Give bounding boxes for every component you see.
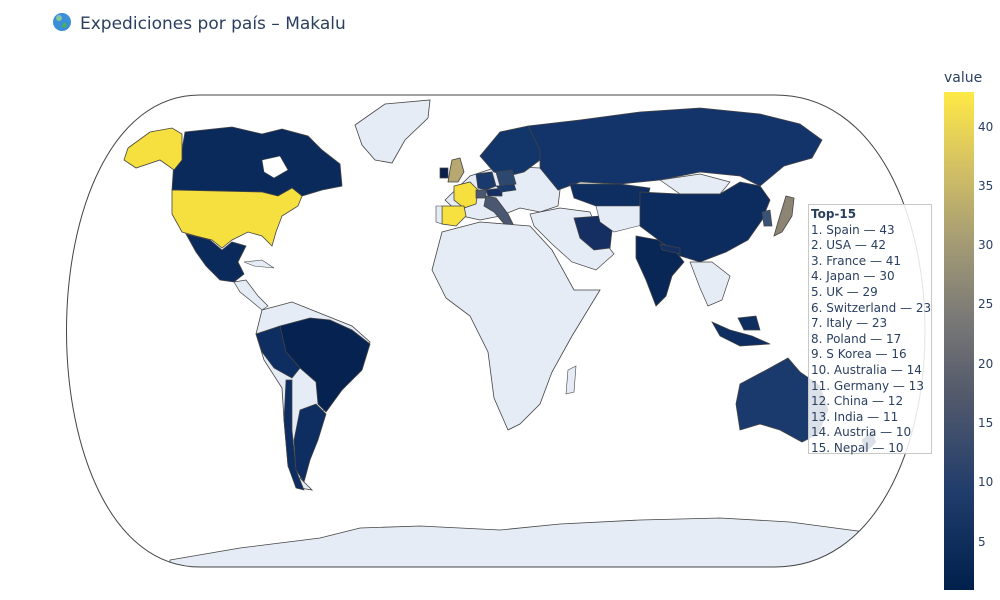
country-greenland[interactable] [354, 99, 431, 164]
country-usa[interactable] [171, 187, 303, 249]
country-peru[interactable] [255, 325, 301, 379]
annotation-item: 7. Italy — 23 [811, 316, 888, 331]
country-canada[interactable] [171, 126, 343, 197]
colorbar-tick-label: 20 [978, 356, 994, 371]
annotation-item: 11. Germany — 13 [811, 378, 924, 393]
annotation-item: 4. Japan — 30 [811, 269, 895, 284]
top15-annotation: Top-15 1. Spain — 43 2. USA — 42 3. France… [808, 204, 932, 457]
annotation-item: 12. China — 12 [811, 394, 904, 409]
annotation-item: 13. India — 11 [811, 409, 899, 424]
country-austria[interactable] [485, 187, 503, 197]
country-japan[interactable] [773, 195, 795, 237]
annotation-item: 15. Nepal — 10 [811, 440, 904, 455]
colorbar-tick-label: 30 [978, 238, 994, 253]
annotation-item: 10. Australia — 14 [811, 362, 922, 377]
annotation-item: 3. France — 41 [811, 253, 902, 268]
annotation-item: 6. Switzerland — 23 [811, 300, 932, 315]
country-germany[interactable] [475, 171, 497, 191]
country-chile[interactable] [283, 379, 305, 491]
annotation-item: 2. USA — 42 [811, 238, 886, 253]
continent-africa [431, 221, 601, 431]
country-mexico[interactable] [185, 233, 247, 283]
colorbar [944, 92, 974, 590]
country-ireland[interactable] [439, 167, 449, 179]
country-indonesia[interactable] [711, 315, 771, 347]
annotation-item: 5. UK — 29 [811, 284, 878, 299]
colorbar-tick-label: 25 [978, 297, 994, 312]
country-poland[interactable] [495, 169, 517, 187]
country-switzerland[interactable] [475, 189, 487, 199]
country-spain[interactable] [441, 205, 467, 227]
chart-title: Expediciones por país – Makalu [52, 12, 346, 36]
annotation-list: 1. Spain — 43 2. USA — 42 3. France — 41 4.… [811, 223, 931, 457]
country-s-korea[interactable] [761, 209, 773, 227]
annotation-item: 14. Austria — 10 [811, 425, 912, 440]
colorbar-tick-label: 15 [978, 416, 994, 430]
colorbar-tick-label: 10 [978, 475, 994, 490]
colorbar-tick-label: 40 [978, 119, 994, 134]
map-frame [66, 94, 926, 568]
map-land-layer [123, 99, 925, 567]
colorbar-title: value [944, 70, 983, 86]
annotation-title: Top-15 [811, 207, 857, 221]
colorbar-tick-label: 35 [978, 178, 994, 193]
annotation-item: 8. Poland — 17 [811, 331, 902, 346]
country-nepal[interactable] [659, 243, 681, 255]
country-france[interactable] [453, 181, 479, 209]
country-uk[interactable] [447, 157, 465, 183]
country-argentina[interactable] [293, 403, 327, 483]
colorbar-tick-label: 5 [978, 534, 986, 549]
globe-icon [52, 12, 72, 37]
country-usa-alaska[interactable] [123, 127, 183, 171]
annotation-item: 9. S Korea — 16 [811, 347, 907, 362]
chart-title-text: Expediciones por país – Makalu [80, 14, 346, 34]
continent-antarctica [169, 517, 925, 567]
annotation-item: 1. Spain — 43 [811, 222, 895, 237]
